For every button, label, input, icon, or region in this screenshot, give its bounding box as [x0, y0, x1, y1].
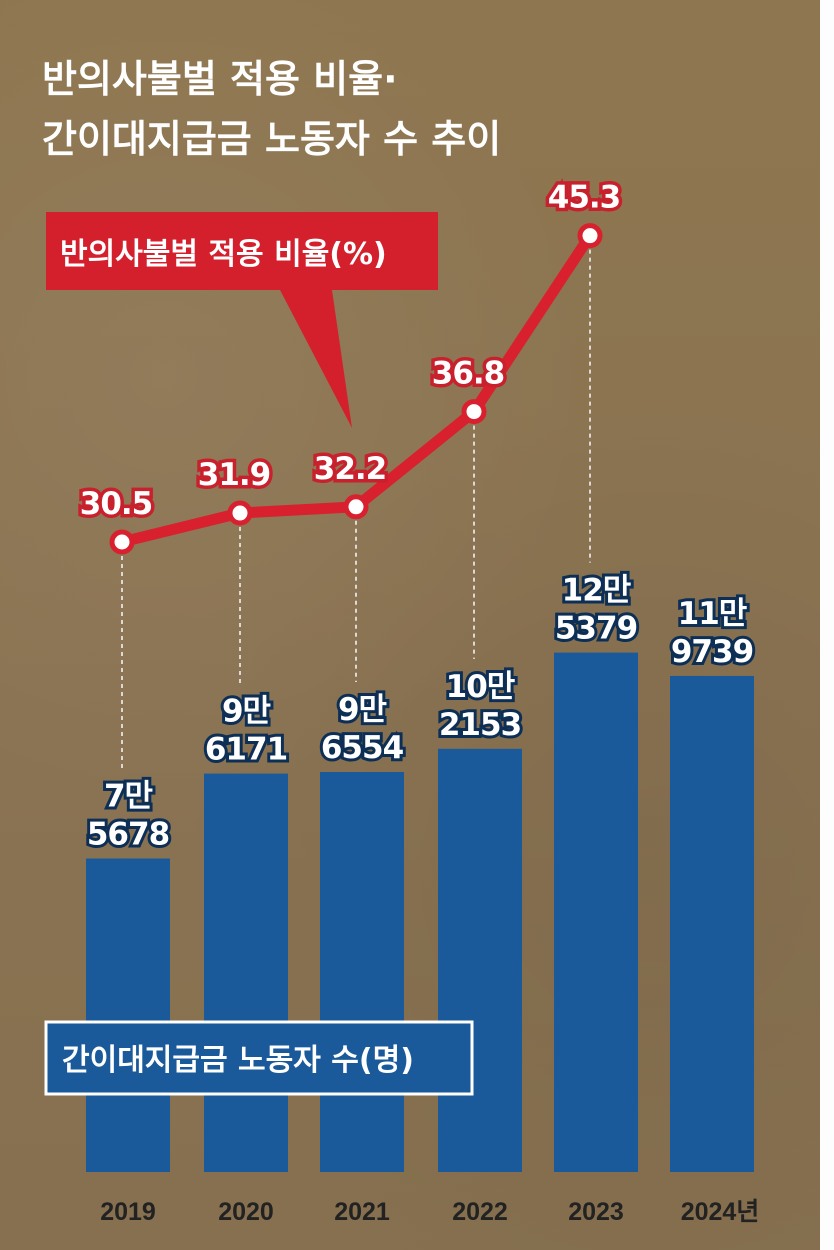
bar-2023	[554, 652, 638, 1172]
bar-label-lower: 9739	[671, 634, 753, 670]
bar-legend-label: 간이대지급금 노동자 수(명)	[62, 1043, 414, 1078]
ratio-label: 30.5	[80, 486, 153, 522]
bar-label-upper: 11만	[678, 596, 747, 632]
chart-title: 반의사불벌 적용 비율· 간이대지급금 노동자 수 추이	[42, 57, 501, 161]
bar-2021	[320, 772, 404, 1172]
ratio-label: 45.3	[548, 180, 621, 216]
ratio-label: 31.9	[198, 457, 271, 493]
guide-lines	[121, 249, 591, 769]
bar-label-upper: 7만	[104, 778, 153, 814]
bar-label-lower: 2153	[439, 707, 521, 743]
line-legend-callout	[46, 212, 438, 428]
x-tick-label: 2019	[100, 1198, 156, 1226]
ratio-label: 32.2	[314, 451, 387, 487]
x-axis-ticks: 2019 2020 2021 2022 2023 2024년	[100, 1198, 759, 1226]
x-tick-label: 2023	[568, 1198, 624, 1226]
bar-label-lower: 5379	[555, 611, 637, 647]
x-tick-label: 2024년	[681, 1198, 760, 1226]
bar-series	[86, 652, 754, 1172]
ratio-marker-2020	[227, 500, 253, 526]
bar-label-upper: 10만	[446, 669, 515, 705]
bar-legend: 간이대지급금 노동자 수(명)	[44, 1020, 474, 1096]
ratio-marker-2021	[343, 494, 369, 520]
ratio-marker-2019	[109, 529, 135, 555]
ratio-label: 36.8	[432, 356, 505, 392]
chart-title-line-1: 반의사불벌 적용 비율·	[42, 57, 398, 101]
chart-title-line-2: 간이대지급금 노동자 수 추이	[42, 117, 501, 161]
line-legend: 반의사불벌 적용 비율(%)	[46, 212, 438, 428]
bar-label-upper: 9만	[338, 692, 387, 728]
bar-legend-box	[44, 1020, 474, 1096]
x-tick-label: 2021	[334, 1198, 390, 1226]
line-value-labels: 30.5 31.9 32.2 36.8 45.3	[76, 176, 625, 525]
bar-label-lower: 6171	[205, 732, 287, 768]
bar-2024년	[670, 675, 754, 1172]
bar-2019	[86, 858, 170, 1172]
x-tick-label: 2022	[452, 1198, 508, 1226]
bar-label-upper: 9만	[222, 694, 271, 730]
bar-label-upper: 12만	[562, 573, 631, 609]
line-legend-label: 반의사불벌 적용 비율(%)	[60, 237, 387, 272]
bar-2022	[438, 748, 522, 1172]
bar-label-lower: 5678	[87, 816, 169, 852]
ratio-marker-2022	[461, 399, 487, 425]
bar-label-lower: 6554	[321, 730, 404, 766]
bar-2020	[204, 773, 288, 1172]
line-series	[109, 223, 603, 555]
ratio-marker-2023	[577, 223, 603, 249]
x-tick-label: 2020	[218, 1198, 274, 1226]
